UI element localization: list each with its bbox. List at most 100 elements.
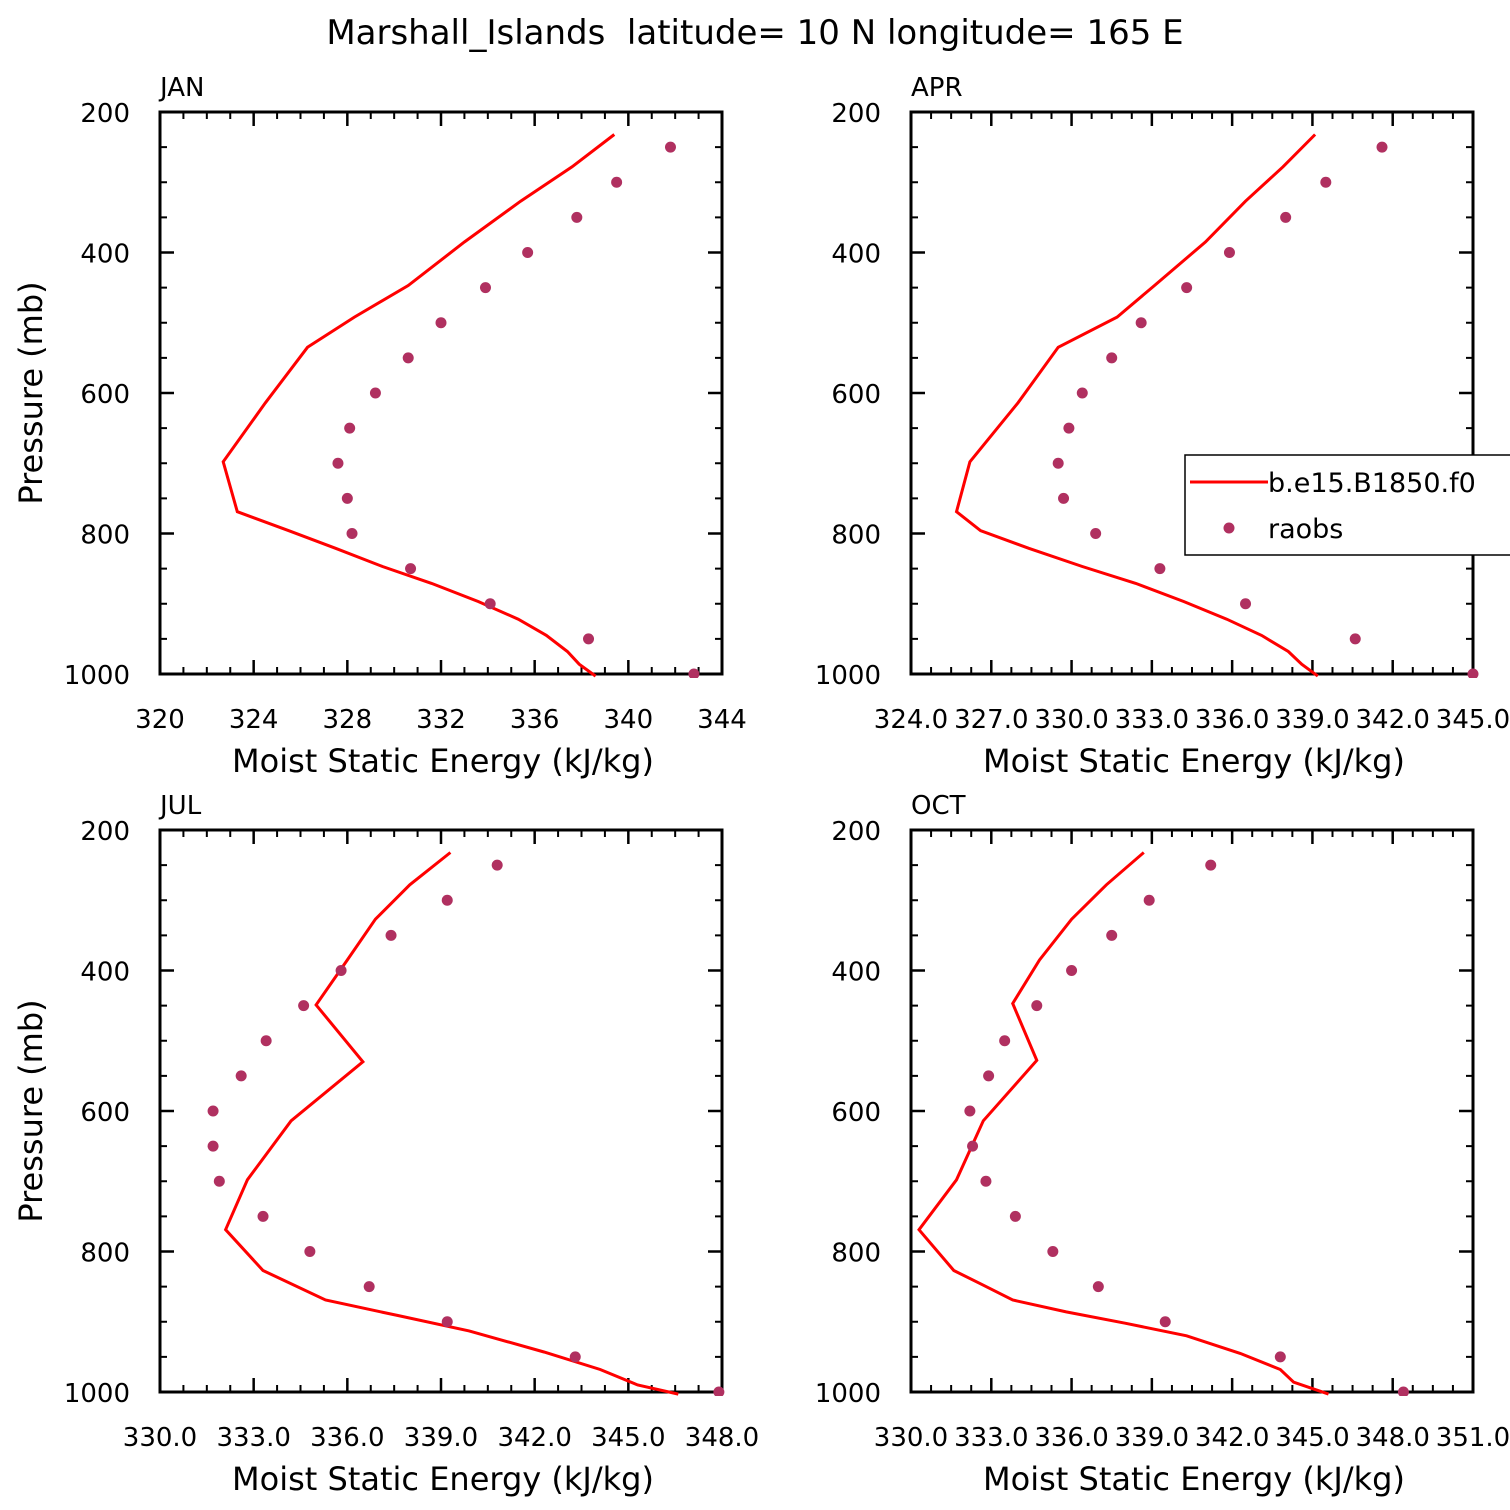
raobs-point bbox=[213, 1175, 225, 1187]
y-tick-label: 400 bbox=[80, 240, 130, 270]
x-tick-label: 324.0 bbox=[874, 705, 948, 735]
plot-frame bbox=[158, 110, 724, 676]
x-tick-label: 351.0 bbox=[1436, 1423, 1510, 1453]
y-tick-label: 600 bbox=[831, 380, 881, 410]
x-tick-label: 336 bbox=[510, 705, 560, 735]
raobs-point bbox=[713, 1386, 725, 1396]
model-series-line bbox=[917, 851, 1329, 1396]
panel-label: JAN bbox=[158, 73, 204, 103]
raobs-point bbox=[435, 317, 447, 329]
x-tick-label: 339.0 bbox=[1115, 1423, 1189, 1453]
figure-title: Marshall_Islands latitude= 10 N longitud… bbox=[326, 13, 1183, 53]
y-tick-label: 800 bbox=[831, 1239, 881, 1269]
raobs-point bbox=[1240, 598, 1252, 610]
raobs-point bbox=[257, 1210, 269, 1222]
y-tick-label: 400 bbox=[80, 958, 130, 988]
raobs-point bbox=[385, 929, 397, 941]
legend: b.e15.B1850.f0 raobs bbox=[1184, 454, 1510, 556]
raobs-point bbox=[983, 1070, 995, 1082]
raobs-point bbox=[688, 668, 700, 678]
panel-jul: JUL 330.0 333.0 336.0 339.0 342.0 345.0 348.0 20… bbox=[12, 791, 759, 1498]
raobs-point bbox=[1467, 668, 1479, 678]
x-tick-label: 333.0 bbox=[954, 1423, 1028, 1453]
x-axis-label: Moist Static Energy (kJ/kg) bbox=[232, 1460, 654, 1498]
x-tick-label: 333.0 bbox=[1115, 705, 1189, 735]
raobs-point bbox=[1205, 859, 1217, 871]
raobs-point bbox=[1320, 176, 1332, 188]
y-tick-label: 600 bbox=[831, 1098, 881, 1128]
x-axis-label: Moist Static Energy (kJ/kg) bbox=[983, 742, 1405, 780]
raobs-point bbox=[402, 352, 414, 364]
raobs-point bbox=[569, 1351, 581, 1363]
raobs-point bbox=[1135, 317, 1147, 329]
panel-label: APR bbox=[911, 73, 963, 103]
x-axis-label: Moist Static Energy (kJ/kg) bbox=[232, 742, 654, 780]
raobs-point bbox=[1106, 352, 1118, 364]
panel-label: JUL bbox=[158, 791, 202, 821]
x-tick-label: 330.0 bbox=[123, 1423, 197, 1453]
raobs-point bbox=[1090, 528, 1102, 539]
plot-frame bbox=[158, 828, 724, 1394]
x-tick-label: 330.0 bbox=[1034, 705, 1108, 735]
x-tick-label: 339.0 bbox=[1275, 705, 1349, 735]
y-tick-label: 1000 bbox=[815, 1379, 881, 1409]
raobs-point bbox=[583, 633, 595, 645]
legend-box bbox=[1184, 454, 1510, 556]
raobs-point bbox=[341, 492, 353, 504]
raobs-point bbox=[260, 1035, 272, 1047]
raobs-point bbox=[298, 1000, 310, 1012]
panel-label: OCT bbox=[911, 791, 966, 821]
plot-frame bbox=[909, 110, 1475, 676]
x-tick-label: 344 bbox=[697, 705, 747, 735]
y-tick-label: 800 bbox=[831, 521, 881, 551]
y-tick-label: 1000 bbox=[64, 1379, 130, 1409]
raobs-point bbox=[491, 859, 503, 871]
raobs-point bbox=[522, 247, 534, 258]
x-tick-label: 345.0 bbox=[591, 1423, 665, 1453]
raobs-point bbox=[207, 1140, 219, 1152]
raobs-point bbox=[1223, 247, 1235, 258]
model-series-line bbox=[221, 133, 616, 678]
raobs-point bbox=[441, 894, 453, 906]
x-tick-label: 332 bbox=[416, 705, 466, 735]
x-tick-label: 336.0 bbox=[1195, 705, 1269, 735]
y-tick-label: 200 bbox=[831, 99, 881, 129]
y-tick-label: 400 bbox=[831, 958, 881, 988]
raobs-point bbox=[1066, 965, 1078, 976]
raobs-point bbox=[664, 141, 676, 153]
y-axis-label: Pressure (mb) bbox=[12, 999, 50, 1222]
raobs-point bbox=[571, 211, 583, 223]
raobs-point bbox=[1052, 457, 1064, 469]
raobs-point bbox=[335, 965, 347, 976]
y-tick-label: 200 bbox=[80, 99, 130, 129]
raobs-point bbox=[1397, 1386, 1409, 1396]
y-tick-label: 600 bbox=[80, 380, 130, 410]
raobs-point bbox=[484, 598, 496, 610]
y-tick-label: 200 bbox=[80, 817, 130, 847]
x-tick-label: 330.0 bbox=[874, 1423, 948, 1453]
legend-model-label: b.e15.B1850.f0 bbox=[1268, 468, 1476, 499]
raobs-point bbox=[1143, 894, 1155, 906]
y-tick-label: 1000 bbox=[64, 661, 130, 691]
x-tick-label: 336.0 bbox=[1034, 1423, 1108, 1453]
x-tick-label: 333.0 bbox=[216, 1423, 290, 1453]
raobs-point bbox=[363, 1281, 375, 1293]
y-tick-label: 600 bbox=[80, 1098, 130, 1128]
raobs-point bbox=[405, 563, 417, 575]
raobs-point bbox=[611, 176, 623, 188]
raobs-point bbox=[1154, 563, 1166, 575]
raobs-point bbox=[332, 457, 344, 469]
y-axis-label: Pressure (mb) bbox=[12, 281, 50, 504]
raobs-point bbox=[1009, 1210, 1021, 1222]
raobs-point bbox=[1031, 1000, 1043, 1012]
raobs-point bbox=[1280, 211, 1292, 223]
x-tick-label: 327.0 bbox=[954, 705, 1028, 735]
raobs-point bbox=[346, 528, 358, 539]
raobs-point bbox=[999, 1035, 1011, 1047]
raobs-point bbox=[967, 1140, 979, 1152]
y-tick-label: 800 bbox=[80, 1239, 130, 1269]
x-tick-label: 345.0 bbox=[1275, 1423, 1349, 1453]
raobs-point bbox=[1106, 929, 1118, 941]
raobs-point bbox=[235, 1070, 247, 1082]
raobs-point bbox=[1063, 422, 1075, 434]
